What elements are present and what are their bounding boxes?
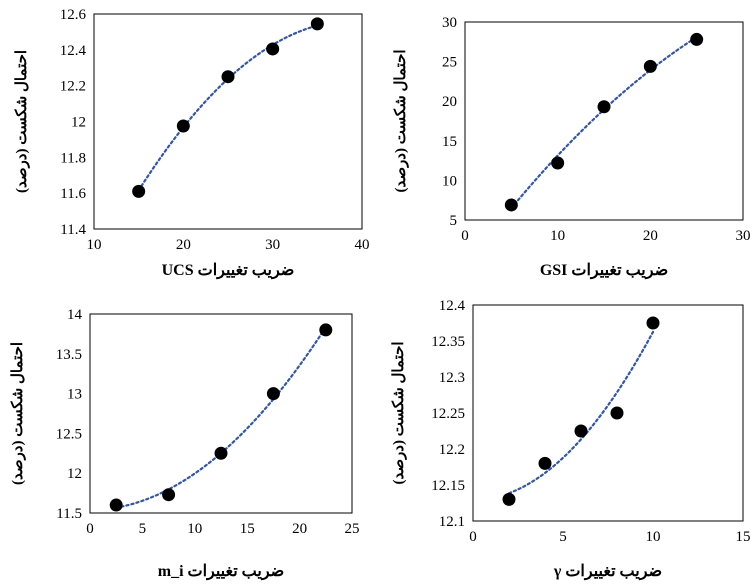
- data-point: [310, 17, 324, 31]
- data-point: [176, 119, 190, 133]
- plot-frame: [472, 304, 744, 522]
- y-tick-label: 11.8: [60, 150, 86, 166]
- y-tick-label: 5: [450, 213, 458, 229]
- y-tick-label: 11.6: [60, 186, 86, 202]
- y-tick-label: 12.4: [439, 298, 466, 314]
- x-axis-label: ضریب تغییرات m_i: [158, 563, 285, 581]
- data-point: [162, 488, 176, 502]
- y-tick-label: 12.25: [431, 406, 465, 422]
- x-tick-label: 30: [736, 228, 751, 244]
- y-tick-label: 12.3: [439, 370, 465, 386]
- data-point: [538, 456, 552, 470]
- y-tick-label: 30: [442, 15, 457, 31]
- y-tick-label: 12.4: [60, 43, 87, 59]
- x-axis-label: ضریب تغییرات UCS: [162, 262, 295, 280]
- chart-panel-1: 10 20 30 40 11.4 11.6 11.8 12 12.2 12.4 12.6 ضریب ت…: [14, 7, 370, 280]
- x-tick-label: 0: [461, 228, 469, 244]
- data-point: [221, 70, 235, 84]
- y-tick-label: 20: [442, 94, 457, 110]
- x-tick-label: 40: [355, 237, 370, 253]
- data-point: [551, 156, 565, 170]
- plot-frame: [89, 313, 353, 514]
- trendline: [137, 24, 319, 192]
- x-tick-label: 25: [345, 521, 360, 537]
- y-tick-label: 12.5: [56, 426, 82, 442]
- y-tick-label: 12.35: [431, 334, 465, 350]
- y-tick-label: 13.5: [56, 347, 82, 363]
- data-point: [109, 498, 123, 512]
- x-tick-label: 0: [86, 521, 94, 537]
- data-point: [597, 100, 611, 114]
- data-point: [574, 424, 588, 438]
- y-axis-label: احتمال شکست (درصد): [10, 342, 26, 485]
- y-tick-label: 12.1: [439, 514, 465, 530]
- x-axis-label: ضریب تغییرات γ: [553, 563, 662, 581]
- data-point: [643, 59, 657, 73]
- y-tick-label: 25: [442, 55, 457, 71]
- x-tick-label: 20: [176, 237, 191, 253]
- y-axis-label: احتمال شکست (درصد): [391, 341, 407, 484]
- x-tick-label: 20: [643, 228, 658, 244]
- x-axis-label: ضریب تغییرات GSI: [540, 262, 668, 280]
- y-tick-label: 14: [67, 307, 83, 323]
- y-tick-label: 15: [442, 134, 457, 150]
- chart-panel-3: 0 5 10 15 20 25 11.5 12 12.5 13 13.5 14 ضریب تغییرات…: [10, 307, 360, 581]
- y-tick-label: 12: [71, 115, 86, 131]
- data-point: [504, 198, 518, 212]
- x-tick-label: 10: [187, 521, 202, 537]
- x-tick-label: 5: [139, 521, 147, 537]
- x-tick-label: 15: [736, 529, 751, 545]
- x-tick-label: 20: [292, 521, 307, 537]
- y-tick-label: 12.2: [60, 79, 86, 95]
- y-tick-label: 12.2: [439, 442, 465, 458]
- y-tick-label: 12.15: [431, 478, 465, 494]
- data-point: [132, 184, 146, 198]
- chart-panel-2: 0 10 20 30 5 10 15 20 25 30 ضریب تغییرات GSI احتمال…: [393, 15, 751, 280]
- y-tick-label: 13: [67, 387, 82, 403]
- y-tick-label: 12: [67, 466, 82, 482]
- plot-frame: [464, 21, 744, 221]
- data-point: [214, 446, 228, 460]
- x-tick-label: 10: [87, 237, 102, 253]
- trendline: [507, 330, 655, 495]
- x-tick-label: 30: [265, 237, 280, 253]
- x-tick-label: 10: [646, 529, 661, 545]
- chart-panel-4: 0 5 10 15 12.1 12.15 12.2 12.25 12.3 12.35 12.4 ضری…: [391, 298, 751, 581]
- data-point: [610, 406, 624, 420]
- data-point: [266, 387, 280, 401]
- trendline: [510, 36, 698, 210]
- y-tick-label: 12.6: [60, 7, 87, 23]
- data-point: [319, 323, 333, 337]
- trendline: [115, 326, 327, 509]
- y-axis-label: احتمال شکست (درصد): [14, 50, 30, 193]
- y-tick-label: 10: [442, 173, 457, 189]
- y-tick-label: 11.5: [56, 506, 82, 522]
- x-tick-label: 15: [240, 521, 255, 537]
- y-axis-label: احتمال شکست (درصد): [393, 49, 409, 192]
- y-tick-label: 11.4: [60, 222, 86, 238]
- data-point: [266, 42, 280, 56]
- data-point: [646, 316, 660, 330]
- x-tick-label: 0: [469, 529, 477, 545]
- plot-frame: [93, 13, 363, 230]
- data-point: [502, 492, 516, 506]
- x-tick-label: 10: [550, 228, 565, 244]
- data-point: [690, 32, 704, 46]
- x-tick-label: 5: [559, 529, 567, 545]
